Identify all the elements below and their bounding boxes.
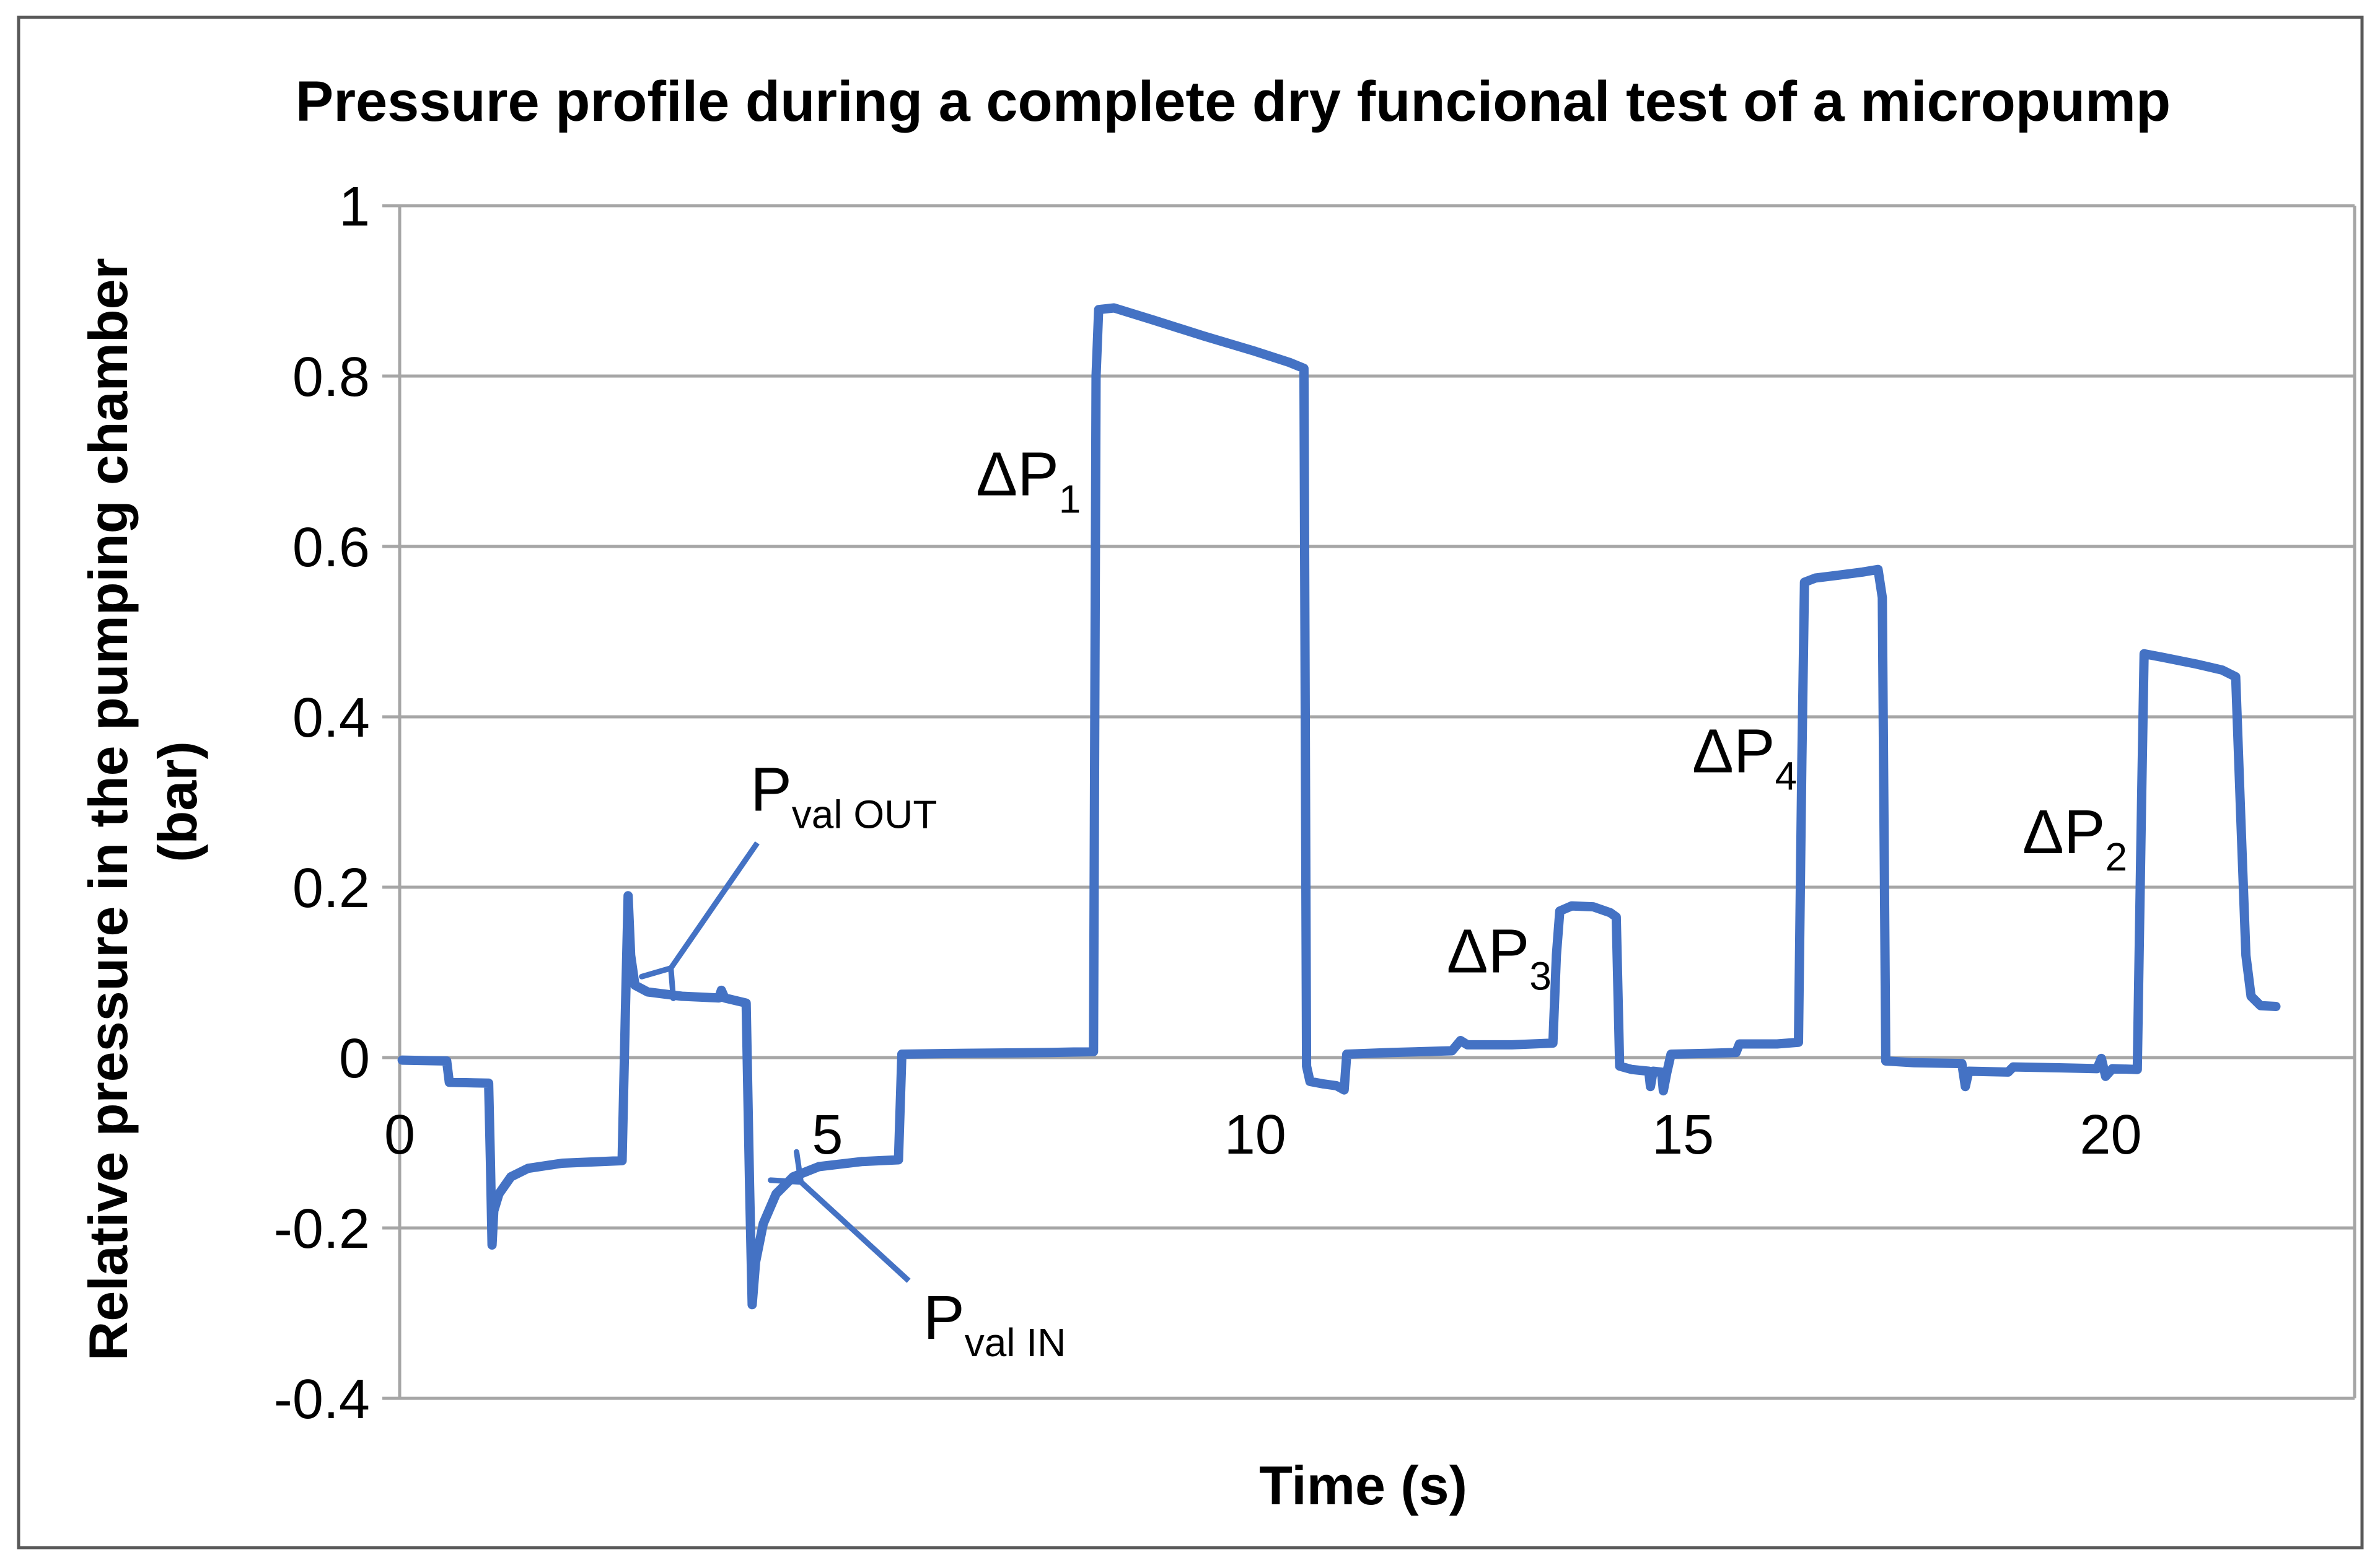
axis-lines [382, 204, 2356, 1400]
annotation-main-text: P [750, 755, 792, 824]
y-tick-label: 0 [339, 1028, 370, 1090]
annotation-label: ΔP2 [2022, 797, 2127, 879]
annotation-main-text: ΔP [2022, 797, 2106, 867]
annotation-subscript: val IN [965, 1320, 1066, 1365]
pressure-trace [397, 303, 2281, 1310]
annotation-main-text: ΔP [1447, 917, 1530, 986]
y-tick-label: 1 [339, 176, 370, 238]
annotation-label: Pval OUT [750, 755, 937, 836]
annotation-arrows [639, 841, 911, 1283]
annotation-label: ΔP4 [1692, 716, 1797, 798]
pressure-series-line [397, 303, 2281, 1310]
annotation-label: ΔP3 [1447, 917, 1552, 999]
annotation-subscript: 1 [1059, 477, 1081, 522]
annotation-subscript: 3 [1529, 954, 1552, 999]
chart-title: Pressure profile during a complete dry f… [296, 70, 2171, 133]
annotation-subscript: 4 [1775, 753, 1797, 798]
x-tick-label: 20 [2079, 1104, 2141, 1166]
x-tick-label: 10 [1224, 1104, 1286, 1166]
x-tick-label: 5 [812, 1104, 843, 1166]
outer-border [17, 15, 2364, 1550]
annotation-main-text: ΔP [976, 440, 1059, 509]
y-tick-label: 0.6 [292, 517, 370, 579]
annotation-subscript: 2 [2105, 835, 2127, 879]
y-tick-label: 0.8 [292, 346, 370, 408]
annotation-arrow [768, 1149, 911, 1283]
annotation-main-text: ΔP [1692, 716, 1775, 786]
annotation-label: Pval IN [923, 1283, 1066, 1365]
x-tick-label: 0 [384, 1104, 415, 1166]
svg-text:Relative pressure in the pumpi: Relative pressure in the pumping chamber… [77, 243, 208, 1361]
y-axis-title-line1: Relative pressure in the pumping chamber [77, 258, 139, 1361]
annotation-subscript: val OUT [792, 792, 938, 836]
y-tick-label: 0.4 [292, 687, 370, 749]
annotation-main-text: P [923, 1283, 965, 1352]
y-tick-labels: 1 0.8 0.6 0.4 0.2 0 -0.2 -0.4 [274, 176, 370, 1431]
x-tick-label: 15 [1652, 1104, 1714, 1166]
y-tick-label: -0.4 [274, 1369, 370, 1431]
y-tick-label: -0.2 [274, 1198, 370, 1260]
y-tick-label: 0.2 [292, 857, 370, 919]
y-axis-title: Relative pressure in the pumping chamber… [77, 243, 208, 1361]
x-tick-labels: 0 5 10 15 20 [384, 1104, 2142, 1166]
annotation-label: ΔP1 [976, 440, 1081, 522]
y-axis-title-line2: (bar) [147, 741, 208, 862]
annotation-arrow [639, 841, 760, 1002]
x-axis-title: Time (s) [1259, 1455, 1467, 1516]
